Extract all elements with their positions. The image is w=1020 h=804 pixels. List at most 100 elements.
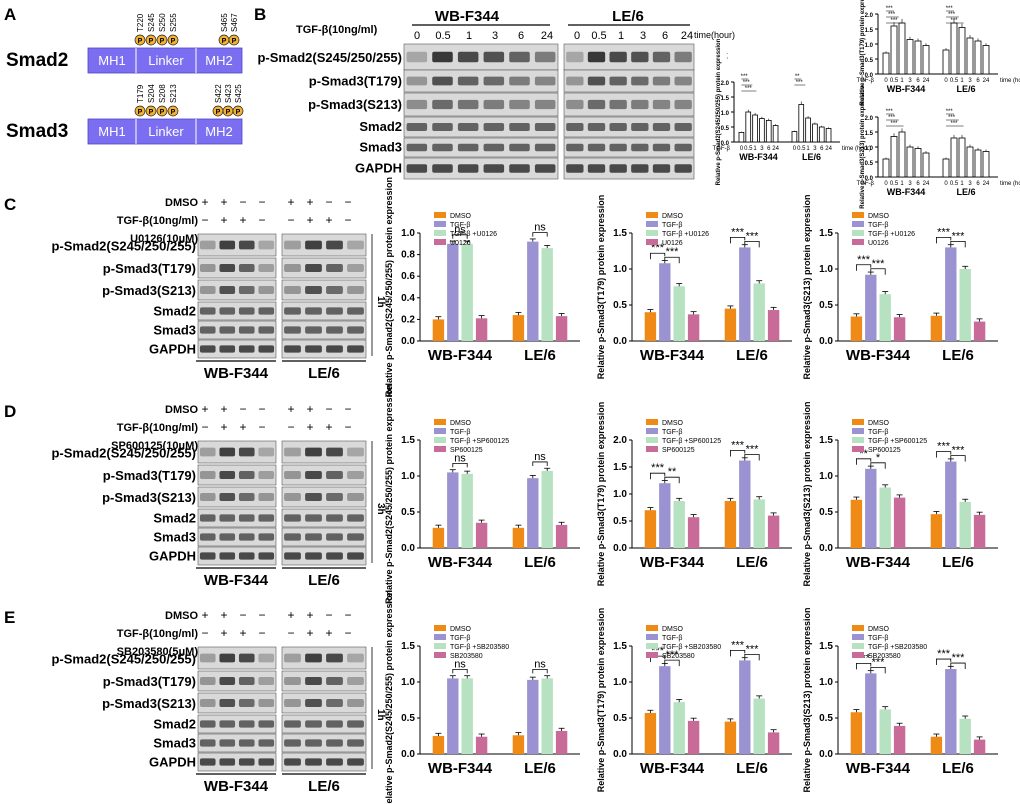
condition-sign: + — [306, 402, 313, 416]
y-tick-label: 0.4 — [401, 293, 415, 304]
phospho-icon — [167, 34, 179, 46]
blot-band — [347, 699, 364, 707]
blot-band — [432, 143, 453, 152]
blot-strip — [197, 320, 277, 340]
sig-bracket — [532, 232, 548, 237]
sig-label: *** — [743, 80, 751, 86]
legend-label: TGF-β — [450, 222, 470, 229]
legend-label: TGF-β +U0126 — [450, 231, 497, 238]
blot-band — [284, 677, 301, 685]
blot-band — [219, 653, 236, 663]
chart-d-3: 0.0 0.5 1.0 1.5 Relative p-Smad3(S213) prote… — [802, 401, 998, 587]
blot-band — [284, 326, 301, 334]
legend-swatch — [646, 634, 658, 640]
bar — [930, 736, 943, 754]
blot-band — [609, 123, 627, 131]
y-tick-label: 1.5 — [613, 641, 627, 652]
x-tick-label: 0.5 — [950, 181, 959, 187]
blot-band — [258, 471, 275, 479]
condition-label: DMSO — [165, 197, 198, 209]
y-tick-label: 0.5 — [819, 713, 833, 724]
blot-strip — [281, 320, 367, 340]
condition-sign: + — [220, 626, 227, 640]
bar — [541, 248, 553, 341]
blot-strip — [197, 301, 277, 321]
bar — [958, 27, 966, 75]
blot-band — [219, 514, 236, 522]
legend-label: SB203580 — [450, 653, 483, 660]
blot-strip — [197, 733, 277, 753]
bar — [791, 131, 798, 143]
sig-bracket — [532, 669, 548, 674]
blot-band — [674, 143, 692, 152]
blot-band — [326, 286, 343, 294]
category-label: WB-F344 — [739, 152, 778, 162]
category-label: WB-F344 — [640, 347, 705, 364]
time-point-label: 6 — [662, 30, 668, 42]
blot-band — [305, 447, 322, 457]
legend-label: DMSO — [868, 420, 890, 427]
blot-strip — [281, 440, 367, 464]
legend-label: U0126 — [868, 240, 889, 247]
bar — [879, 487, 891, 548]
phospho-site-label: T220 — [136, 13, 145, 32]
bar — [879, 709, 891, 754]
blot-band — [587, 76, 606, 86]
blot-band — [587, 99, 606, 110]
bar — [527, 478, 539, 548]
blot-band — [347, 720, 364, 728]
x-tick-label: 1 — [960, 181, 964, 187]
y-axis-label: Relative p-Smad3(T179) protein expressio… — [860, 0, 866, 106]
blot-band — [652, 99, 671, 110]
y-tick-label: 0.2 — [401, 314, 415, 325]
y-tick-label: 1.0 — [613, 264, 627, 275]
bar — [759, 118, 765, 143]
phospho-icon — [156, 105, 168, 117]
blot-band — [609, 51, 627, 63]
blot-band — [284, 447, 301, 457]
blot-band — [258, 264, 275, 272]
domain-label: MH1 — [98, 53, 125, 68]
y-tick-label: 0.0 — [819, 543, 833, 554]
sig-bracket — [650, 472, 666, 480]
bar — [687, 517, 700, 548]
blot-strip — [563, 69, 695, 93]
blot-band — [509, 99, 530, 110]
condition-sign: − — [258, 213, 265, 227]
blot-band — [631, 76, 649, 86]
blot-row-label: p-Smad3(S213) — [102, 490, 196, 505]
phospho-letter: P — [171, 38, 176, 45]
sig-bracket — [870, 462, 886, 469]
x-tick-label: 24 — [772, 146, 779, 152]
blot-band — [258, 533, 275, 541]
phospho-site-label: S250 — [158, 13, 167, 32]
bar — [893, 497, 906, 548]
blot-strip — [197, 440, 277, 464]
blot-band — [219, 552, 236, 560]
blot-band — [284, 307, 301, 315]
bar — [922, 45, 930, 75]
condition-sign: − — [325, 195, 332, 209]
blot-band — [347, 533, 364, 541]
sig-label: ns — [454, 224, 466, 236]
blot-band — [609, 143, 627, 152]
y-tick-label: 1.5 — [613, 228, 627, 239]
blot-strip — [281, 279, 367, 301]
x-tick-label: 1 — [900, 78, 904, 84]
legend-label: TGF-β — [450, 429, 470, 436]
legend-label: TGF-β +SB203580 — [662, 644, 721, 651]
blot-band — [326, 240, 343, 250]
phospho-icon — [134, 34, 146, 46]
condition-sign: + — [201, 608, 208, 622]
chart-c-2: 0.0 0.5 1.0 1.5 Relative p-Smad3(T179) prote… — [596, 195, 792, 379]
blot-strip — [281, 527, 367, 547]
blot-band — [305, 264, 322, 272]
blot-band — [631, 164, 649, 173]
x-tick-label: 0 — [884, 181, 888, 187]
legend-label: TGF-β — [868, 222, 888, 229]
category-label: LE/6 — [524, 347, 556, 364]
sig-label: *** — [948, 12, 956, 18]
bar — [659, 263, 671, 341]
blot-band — [305, 240, 322, 250]
blot-strip — [563, 137, 695, 158]
